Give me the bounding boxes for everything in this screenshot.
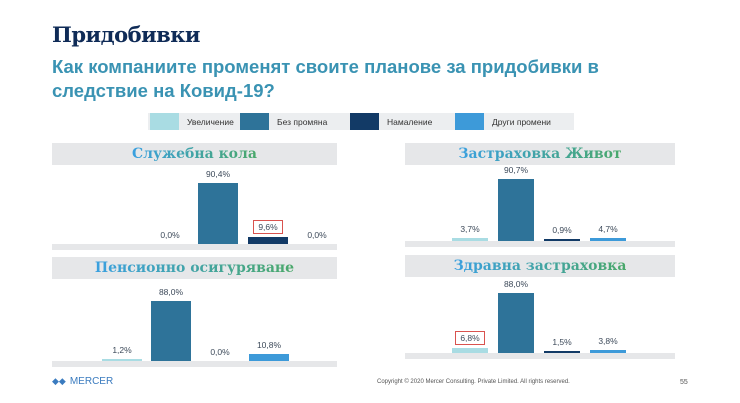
slide-subtitle: Как компаниите променят своите планове з… (52, 56, 599, 101)
data-label: 10,8% (256, 339, 282, 350)
legend-swatch (455, 113, 484, 130)
chart-baseline (52, 244, 337, 250)
bar (248, 237, 288, 244)
legend-item: Увеличение (150, 113, 234, 130)
data-label: 6,8% (455, 331, 485, 346)
chart-title-bar: Пенсионно осигуряване (52, 257, 337, 279)
data-label: 4,7% (598, 223, 618, 234)
bar (544, 239, 580, 241)
legend-swatch (240, 113, 269, 130)
data-label: 1,5% (552, 337, 572, 347)
legend-label: Увеличение (187, 116, 234, 127)
chart-panel: Здравна застраховка 6,8% 88,0% 1,5% 3,8% (405, 255, 675, 359)
data-label: 1,2% (112, 345, 132, 355)
chart-title-bar: Здравна застраховка (405, 255, 675, 277)
chart-baseline (405, 241, 675, 247)
chart-baseline (52, 361, 337, 367)
chart-panel: Служебна кола 0,0% 90,4% 9,6% 0,0% (52, 143, 337, 250)
chart-legend: Увеличение Без промяна Намаление Други п… (148, 113, 574, 130)
page-number: 55 (680, 379, 688, 386)
data-label: 3,8% (598, 336, 618, 347)
data-label: 0,0% (160, 230, 180, 240)
bar (590, 237, 626, 241)
bar (590, 350, 626, 353)
bar (102, 359, 142, 361)
chart-title: Застраховка Живот (458, 146, 622, 162)
slide-title: Придобивки (52, 22, 201, 47)
data-label: 88,0% (503, 279, 529, 290)
chart-title: Здравна застраховка (453, 258, 627, 274)
bar (452, 348, 488, 353)
chart-baseline (405, 353, 675, 359)
legend-item: Без промяна (240, 113, 327, 130)
copyright: Copyright © 2020 Mercer Consulting. Priv… (377, 379, 570, 385)
chart-title: Пенсионно осигуряване (94, 260, 295, 276)
data-label: 90,7% (503, 165, 529, 176)
legend-item: Намаление (350, 113, 432, 130)
logo-text: MERCER (69, 376, 114, 387)
bar (249, 353, 289, 361)
data-label: 9,6% (253, 220, 283, 235)
legend-label: Намаление (387, 116, 433, 127)
bar (544, 351, 580, 353)
data-label: 88,0% (158, 287, 184, 298)
chart-panel: Застраховка Живот 3,7% 90,7% 0,9% 4,7% (405, 143, 675, 247)
data-label: 0,0% (307, 230, 327, 240)
legend-swatch (150, 113, 179, 130)
bar (498, 293, 534, 353)
legend-swatch (350, 113, 379, 130)
mercer-logo: ◆◆ MERCER (52, 376, 113, 387)
chart-title-bar: Служебна кола (52, 143, 337, 165)
bar (198, 182, 238, 244)
data-label: 0,0% (210, 347, 230, 357)
legend-label: Без промяна (277, 116, 328, 127)
data-label: 0,9% (552, 225, 572, 235)
legend-label: Други промени (492, 116, 551, 127)
legend-item: Други промени (455, 113, 551, 130)
data-label: 3,7% (460, 224, 480, 235)
chart-title-bar: Застраховка Живот (405, 143, 675, 165)
bar (498, 179, 534, 241)
chart-title: Служебна кола (132, 146, 257, 162)
bar (151, 301, 191, 361)
chart-panel: Пенсионно осигуряване 1,2% 88,0% 0,0% 10,8% (52, 257, 337, 367)
data-label: 90,4% (205, 168, 231, 179)
bar (452, 238, 488, 241)
logo-icon: ◆◆ (52, 376, 66, 386)
